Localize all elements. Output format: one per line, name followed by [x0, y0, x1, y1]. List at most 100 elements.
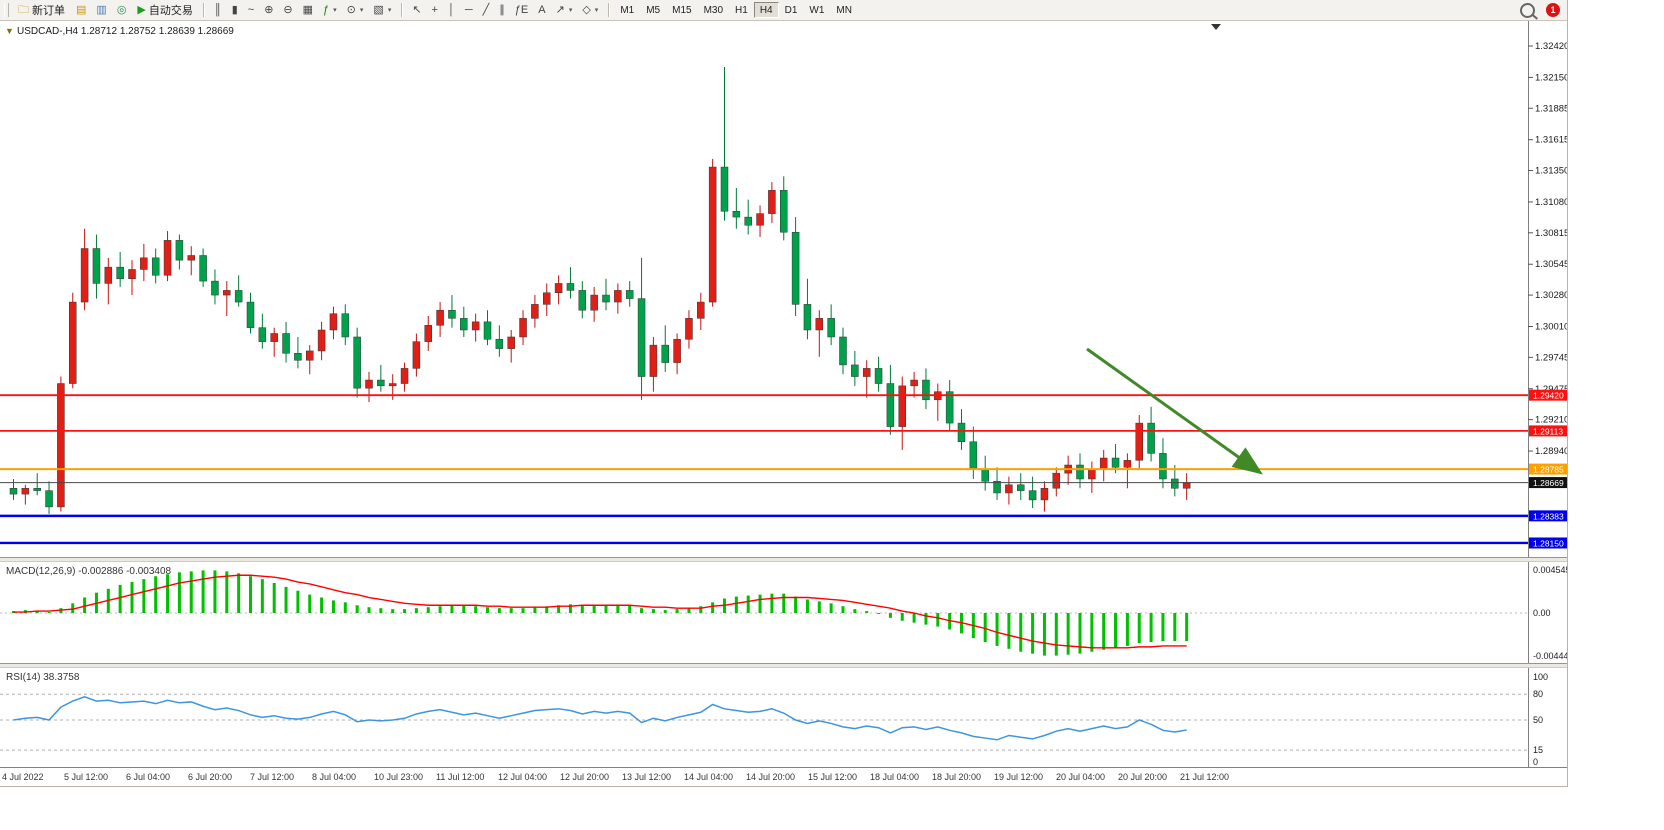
candle — [45, 490, 53, 508]
candle — [365, 379, 373, 389]
toolbar-separator — [608, 3, 610, 17]
timeframe-h1-button[interactable]: H1 — [729, 2, 754, 18]
bar-chart-button[interactable]: ║ — [209, 1, 227, 19]
shapes-button[interactable]: ◇ ▾ — [577, 1, 603, 19]
shapes-icon: ◇ — [582, 3, 591, 16]
cursor-icon: ↖ — [412, 3, 422, 16]
data-window-icon: ▥ — [96, 3, 107, 16]
time-axis[interactable]: 4 Jul 2022 5 Jul 12:00 6 Jul 04:00 6 Jul 20… — [0, 767, 1567, 786]
text-label-button[interactable]: A — [533, 1, 550, 19]
timeframe-m1-button[interactable]: M1 — [614, 2, 640, 18]
zoom-out-button[interactable]: ⊖ — [278, 1, 297, 19]
market-watch-button[interactable]: ▤ — [71, 1, 91, 19]
rsi-label: RSI(14) 38.3758 — [6, 672, 80, 683]
candle — [377, 379, 385, 387]
notification-badge[interactable]: 1 — [1546, 3, 1560, 17]
macd-panel[interactable]: MACD(12,26,9) -0.002886 -0.003408 0.00454… — [0, 562, 1567, 663]
timeframe-m30-button[interactable]: M30 — [698, 2, 729, 18]
candle — [910, 379, 918, 387]
dropdown-arrow-icon: ▾ — [594, 7, 599, 14]
periods-button[interactable]: ⊙ ▾ — [342, 1, 369, 19]
timeframe-mn-button[interactable]: MN — [830, 2, 858, 18]
timeframe-h4-button[interactable]: H4 — [753, 2, 779, 18]
candle — [803, 304, 812, 331]
rsi-axis-label: 100 — [1533, 672, 1548, 682]
candle — [448, 309, 456, 319]
time-label: 6 Jul 04:00 — [126, 772, 171, 782]
svg-text:1.32420: 1.32420 — [1535, 41, 1567, 52]
time-label: 11 Jul 12:00 — [436, 772, 485, 782]
indicators-button[interactable]: ƒ ▾ — [318, 1, 342, 19]
navigator-button[interactable]: ◎ — [112, 1, 132, 19]
toolbar: 🗀 新订单 ▤ ▥ ◎ ▶ 自动交易 ║ ▮ ~ ⊕ ⊖ ▦ ƒ ▾ ⊙ ▾ ▧ ▾ ↖ + │ ─ ╱ ∥ ƒE A ↗… — [0, 0, 1567, 21]
panel-splitter[interactable] — [0, 557, 1567, 562]
autotrading-button[interactable]: ▶ 自动交易 — [132, 1, 197, 19]
candle — [234, 290, 243, 303]
tile-windows-icon: ▦ — [302, 3, 314, 16]
timeframe-m5-button[interactable]: M5 — [640, 2, 666, 18]
price-line-label: 1.28785 — [1533, 465, 1564, 475]
dropdown-arrow-icon: ▾ — [387, 7, 392, 14]
fibonacci-button[interactable]: ƒE — [510, 1, 533, 19]
new-order-button[interactable]: 🗀 新订单 — [13, 1, 70, 19]
toolbar-grip[interactable] — [4, 3, 9, 17]
candle — [1005, 484, 1013, 494]
candle — [306, 350, 314, 361]
candlestick-chart-button[interactable]: ▮ — [227, 1, 243, 19]
tile-windows-button[interactable]: ▦ — [298, 1, 318, 19]
fibonacci-icon: ƒE — [514, 3, 529, 16]
search-icon[interactable] — [1520, 2, 1535, 18]
candle — [673, 339, 681, 363]
timeframe-toolbar: M1 M5 M15 M30 H1 H4 D1 W1 MN — [614, 2, 858, 18]
market-watch-icon: ▤ — [76, 3, 87, 16]
price-line-label: 1.28150 — [1533, 538, 1564, 548]
cursor-button[interactable]: ↖ — [407, 1, 426, 19]
crosshair-button[interactable]: + — [427, 1, 443, 19]
timeframe-w1-button[interactable]: W1 — [803, 2, 830, 18]
zoom-out-icon: ⊖ — [283, 3, 293, 16]
chart-shift-marker-icon[interactable] — [1211, 24, 1221, 30]
price-line-label: 1.28383 — [1533, 511, 1564, 521]
arrow-tool-button[interactable]: ↗ ▾ — [551, 1, 578, 19]
time-label: 15 Jul 12:00 — [808, 772, 858, 782]
candle — [1147, 422, 1155, 454]
trendline-button[interactable]: ╱ — [478, 1, 495, 19]
candle — [566, 283, 575, 291]
price-chart-panel[interactable]: 1.32420 1.32150 1.31885 1.31615 1.31350 1.310… — [0, 21, 1567, 557]
time-label: 13 Jul 12:00 — [622, 772, 672, 782]
line-chart-button[interactable]: ~ — [243, 1, 259, 19]
candle — [1040, 488, 1049, 501]
new-order-label: 新订单 — [32, 5, 65, 17]
data-window-button[interactable]: ▥ — [91, 1, 111, 19]
dropdown-arrow-icon: ▾ — [333, 7, 337, 14]
panel-splitter[interactable] — [0, 663, 1567, 668]
candle — [708, 166, 717, 303]
trend-arrow[interactable] — [1086, 347, 1263, 475]
horizontal-line-button[interactable]: ─ — [460, 1, 478, 19]
candle — [578, 290, 587, 311]
svg-text:1.31350: 1.31350 — [1535, 166, 1567, 177]
price-axis[interactable]: 1.32420 1.32150 1.31885 1.31615 1.31350 1.310… — [1528, 41, 1567, 457]
rsi-panel[interactable]: RSI(14) 38.3758 100 80 50 15 0 — [0, 668, 1567, 767]
timeframe-d1-button[interactable]: D1 — [779, 2, 804, 18]
vertical-line-button[interactable]: │ — [443, 1, 460, 19]
candle — [614, 290, 622, 303]
candle — [637, 298, 646, 377]
candle — [140, 257, 148, 270]
periods-icon: ⊙ — [346, 3, 356, 16]
templates-button[interactable]: ▧ ▾ — [368, 1, 396, 19]
equidistant-channel-button[interactable]: ∥ — [494, 1, 510, 19]
candle — [791, 231, 800, 305]
candle — [957, 422, 966, 442]
svg-text:1.31615: 1.31615 — [1535, 135, 1567, 146]
toolbar-tools-group: ↖ + │ ─ ╱ ∥ ƒE A ↗ ▾ ◇ ▾ — [407, 1, 603, 19]
price-line-label: 1.29113 — [1533, 426, 1563, 436]
candle — [602, 294, 610, 303]
candle — [33, 488, 41, 491]
candle — [744, 216, 752, 226]
timeframe-m15-button[interactable]: M15 — [666, 2, 697, 18]
candle — [317, 329, 326, 352]
time-label: 7 Jul 12:00 — [250, 772, 295, 782]
svg-text:1.32150: 1.32150 — [1535, 72, 1567, 83]
zoom-in-button[interactable]: ⊕ — [259, 1, 278, 19]
